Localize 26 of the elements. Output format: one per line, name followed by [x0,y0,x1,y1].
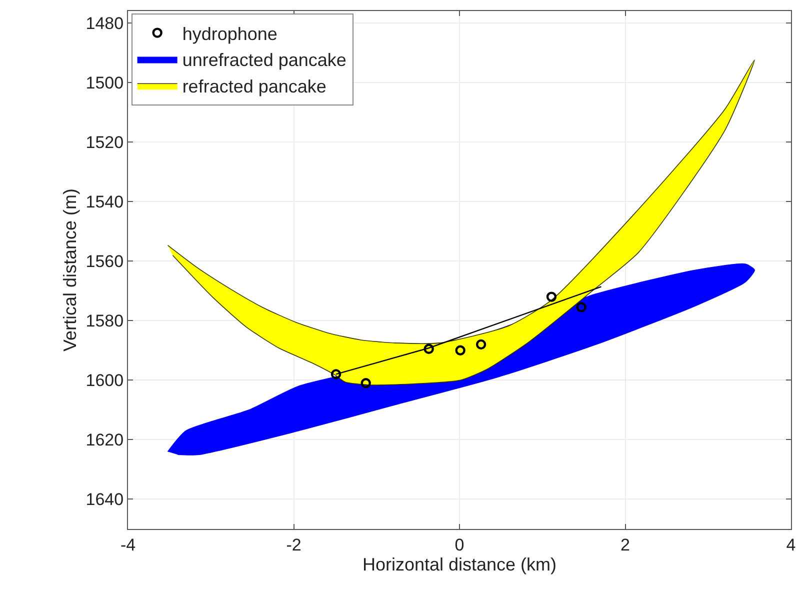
y-tick-label: 1560 [86,252,124,272]
point [546,292,557,302]
y-tick-label: 1480 [86,14,124,33]
x-axis-title: Horizontal distance (km) [362,554,557,574]
legend-label: unrefracted pancake [182,50,346,70]
x-tick-label: 2 [620,535,630,554]
y-axis-title: Vertical distance (m) [60,188,80,352]
x-tick-label: 4 [786,535,796,554]
y-tick-label: 1520 [86,132,124,152]
x-tick-label: -2 [286,535,302,554]
legend-label: hydrophone [182,24,278,44]
point [476,339,486,350]
y-tick-label: 1600 [86,371,124,390]
point [424,344,434,354]
point [576,302,586,312]
legend-label: refracted pancake [182,76,326,97]
point [330,369,342,380]
point [455,345,466,356]
x-tick-label: 0 [454,535,464,554]
point [360,378,371,388]
y-tick-label: 1640 [86,490,124,510]
x-tick-label: -4 [120,535,136,554]
y-tick-label: 1540 [86,192,124,212]
y-tick-label: 1580 [86,312,124,331]
y-tick-label: 1620 [86,430,124,450]
y-tick-label: 1500 [86,73,124,92]
